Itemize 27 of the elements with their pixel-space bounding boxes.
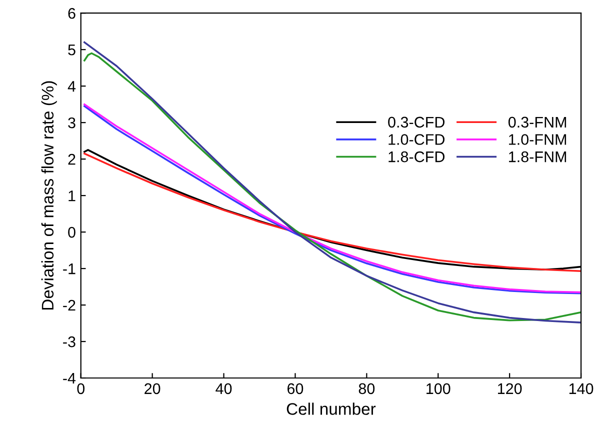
y-tick-label: -4 [63,373,76,384]
x-tick-label: 20 [144,383,160,394]
y-tick-label: -2 [63,300,76,311]
legend-label: 0.3-FNM [508,116,566,128]
y-tick-label: 0 [68,226,76,238]
y-tick-label: 1 [68,190,76,202]
y-tick-label: 2 [68,154,76,165]
x-axis-title: Cell number [286,402,376,415]
y-tick-label: 6 [68,8,76,19]
x-tick-label: 120 [498,383,522,394]
y-tick-label: -3 [63,336,76,348]
x-tick-label: 140 [569,383,594,394]
legend-label: 1.0-CFD [388,134,444,145]
y-tick-label: 4 [68,81,76,92]
x-tick-label: 0 [77,383,85,394]
legend-label: 1.8-FNM [509,151,566,162]
x-tick-label: 100 [426,383,450,394]
y-tick-label: -1 [63,264,76,274]
legend-label: 1.0-FNM [509,134,566,145]
x-tick-label: 80 [358,383,375,394]
legend-label: 0.3-CFD [388,116,444,128]
y-tick-label: 5 [68,44,76,56]
x-tick-label: 40 [216,383,232,394]
y-tick-label: 3 [68,117,76,128]
x-tick-label: 60 [288,383,304,394]
y-axis-title: Deviation of mass flow rate (%) [41,81,57,310]
legend-label: 1.8-CFD [388,151,444,162]
